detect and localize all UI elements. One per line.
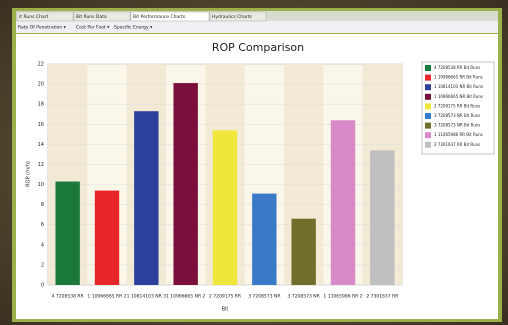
legend-label: 2 7209175 RR Bit Runs (434, 103, 480, 108)
legend-label: 3 7208573 NR Bit Runs (434, 123, 480, 128)
menu-bar (16, 21, 498, 33)
x-tick-label: 2 7209175 RR (209, 294, 241, 300)
legend-box (421, 61, 495, 155)
x-tick-label: 1 10966665 NR 2 (166, 294, 206, 300)
tab[interactable] (130, 11, 210, 22)
legend-swatch (425, 122, 431, 129)
y-tick-label: 14 (38, 142, 44, 148)
y-tick-label: 8 (41, 202, 44, 208)
y-tick-label: 10 (38, 182, 44, 188)
y-tick-label: 2 (41, 262, 44, 268)
legend-label: 1 10966665 RR Bit Runs (434, 75, 483, 80)
legend-swatch (425, 74, 431, 81)
legend-swatch (425, 93, 431, 100)
legend-swatch (425, 65, 431, 71)
legend-label: 1 10966665 NR Bit Runs (434, 94, 483, 99)
x-tick-label: 3 7208573 NR (248, 294, 280, 300)
bar (94, 190, 120, 285)
y-tick-label: 4 (41, 242, 44, 248)
menu-item[interactable]: Cost Per Foot ▾ (76, 25, 110, 31)
legend-swatch (425, 113, 431, 119)
legend-swatch (425, 141, 431, 148)
legend-label: 2 7301637 RR Bit Runs (434, 142, 480, 147)
x-tick-label: 4 7208538 RR (52, 294, 84, 300)
y-tick-label: 18 (38, 102, 44, 108)
menu-item[interactable]: Specific Energy ▾ (114, 25, 153, 31)
bar (252, 193, 277, 285)
y-tick-label: 16 (38, 122, 44, 128)
tab[interactable] (16, 11, 74, 22)
x-tick-label: 1 10966665 RR 2 (87, 294, 126, 300)
chart-title: ROP Comparison (212, 41, 304, 54)
tab-label[interactable]: Bit Runs Data (76, 14, 107, 20)
tab-label[interactable]: Hydraulics Charts (212, 14, 252, 20)
x-tick-label: 2 7301637 RR (366, 294, 398, 300)
legend-label: 4 7208538 RR Bit Runs (434, 65, 480, 70)
x-tick-label: 3 7208573 NR (288, 294, 320, 300)
tab[interactable] (209, 11, 267, 22)
tab-label[interactable]: it Runs Chart (19, 14, 48, 20)
tab[interactable] (73, 11, 131, 22)
x-tick-label: 1 10814103 NR 3 (127, 294, 167, 300)
bar (330, 120, 356, 285)
y-axis-label: ROP (m/h) (26, 161, 32, 187)
bar (173, 83, 198, 285)
legend-swatch (425, 103, 431, 110)
bar (55, 181, 80, 285)
menu-item[interactable]: Rate Of Penetration ▾ (18, 25, 67, 31)
y-tick-label: 22 (38, 62, 44, 68)
legend-swatch (425, 84, 431, 91)
bar (212, 130, 238, 285)
legend-label: 1 10814103 NR Bit Runs (434, 84, 483, 89)
bar (291, 218, 316, 285)
legend-label: 3 7208573 NR Bit Runs (434, 113, 480, 118)
x-tick-label: 1 11065986 RR 2 (323, 294, 362, 300)
x-axis-label: Bit (222, 307, 229, 313)
y-tick-label: 0 (41, 283, 44, 289)
bar (370, 150, 395, 285)
y-tick-label: 12 (38, 162, 44, 168)
y-tick-label: 6 (41, 222, 44, 228)
y-tick-label: 20 (38, 82, 44, 88)
legend-swatch (425, 132, 431, 139)
legend-label: 1 11065986 RR Bit Runs (434, 132, 483, 137)
bar (134, 111, 159, 285)
tab-label[interactable]: Bit Performance Charts (133, 14, 186, 20)
